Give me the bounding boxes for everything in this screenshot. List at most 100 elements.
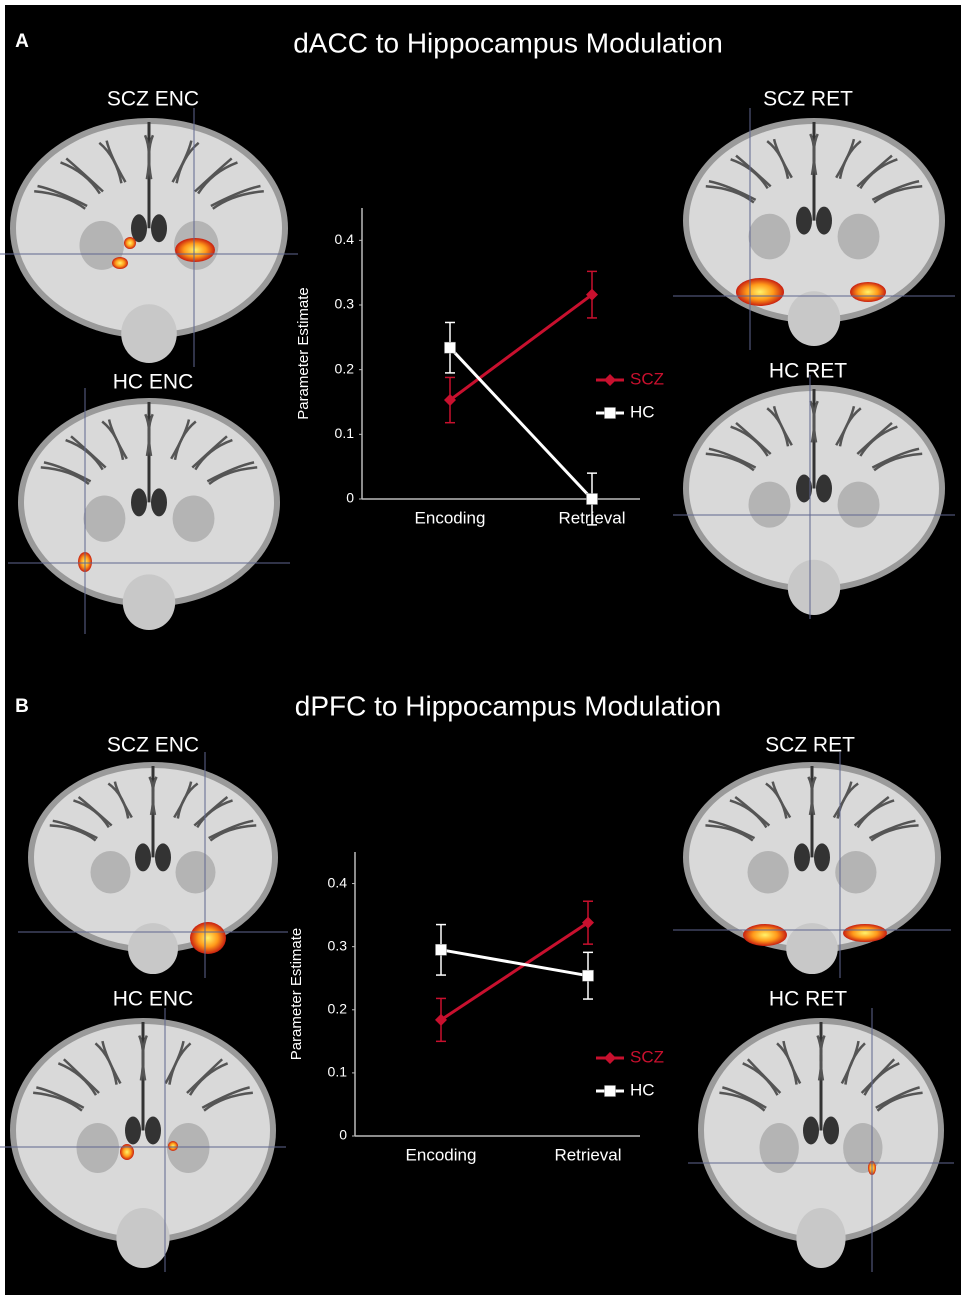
activation (190, 922, 226, 954)
sulcus (863, 1062, 900, 1096)
y-tick-label: 0.3 (335, 296, 355, 312)
sulcus (742, 1062, 779, 1096)
ventricle (794, 843, 810, 872)
sulcus (188, 1062, 229, 1096)
ventricle (816, 206, 832, 235)
image-label: HC RET (769, 360, 847, 383)
sulcus (168, 1042, 192, 1085)
ventricle (823, 1116, 839, 1145)
activation (124, 237, 136, 249)
sulcus (49, 824, 97, 842)
activation (175, 238, 215, 262)
sulcus (816, 1035, 823, 1081)
sulcus (844, 1042, 866, 1085)
sulcus (766, 140, 790, 179)
sulcus (705, 184, 755, 204)
sulcus (730, 158, 769, 190)
sulcus (873, 452, 923, 472)
deep-gray (90, 851, 131, 894)
sulcus (176, 782, 199, 819)
ventricle (131, 488, 147, 517)
sulcus (705, 824, 754, 842)
deep-gray (166, 1123, 210, 1173)
sulcus (210, 184, 261, 208)
sulcus (209, 824, 257, 842)
deep-gray (837, 481, 880, 528)
panel-label: A (15, 31, 29, 52)
ventricle (796, 474, 812, 503)
sulcus (60, 161, 101, 195)
legend-label: SCZ (630, 369, 664, 388)
y-tick-label: 0 (339, 1127, 347, 1143)
x-tick-label: Encoding (406, 1145, 477, 1164)
sulcus (34, 190, 86, 210)
y-tick-label: 0.1 (328, 1064, 348, 1080)
sulcus (40, 466, 90, 485)
sulcus (62, 1058, 100, 1094)
sulcus (148, 776, 155, 816)
y-tick-label: 0.3 (328, 937, 348, 953)
sulcus (719, 1091, 766, 1112)
sulcus (876, 1091, 923, 1112)
sulcus (708, 180, 757, 202)
y-tick-label: 0.1 (335, 425, 355, 441)
sulcus (708, 819, 756, 840)
series-line (440, 921, 589, 1022)
ventricle (803, 1116, 819, 1145)
activation (850, 282, 886, 302)
y-axis-label: Parameter Estimate (288, 928, 305, 1061)
marker (444, 341, 456, 354)
activation (112, 257, 128, 269)
sulcus (107, 782, 130, 819)
y-tick-label: 0.4 (328, 874, 348, 890)
deep-gray (835, 851, 877, 894)
sulcus (197, 161, 238, 195)
marker (582, 969, 594, 982)
sulcus (212, 190, 264, 210)
deep-gray (837, 213, 880, 260)
ventricle (814, 843, 830, 872)
sulcus (43, 461, 92, 483)
ventricle (816, 474, 832, 503)
sulcus (729, 799, 768, 829)
sulcus (173, 420, 197, 461)
sulcus (194, 157, 233, 193)
x-tick-label: Retrieval (554, 1145, 621, 1164)
brain-stem (121, 304, 177, 363)
deep-gray (76, 1123, 120, 1173)
y-tick-label: 0 (346, 490, 354, 506)
ventricle (151, 214, 167, 243)
marker (444, 394, 456, 407)
brain-image (0, 108, 298, 367)
brain-stem (786, 923, 838, 974)
panel-label: B (15, 696, 29, 717)
sulcus (809, 133, 816, 176)
brain-image (8, 388, 290, 634)
activation (168, 1141, 178, 1151)
sulcus (52, 819, 98, 840)
sulcus (708, 447, 757, 469)
sulcus (206, 461, 255, 483)
ventricle (131, 214, 147, 243)
ventricle (125, 1116, 141, 1145)
marker (586, 288, 598, 301)
brain-stem (796, 1208, 846, 1268)
brain-stem (787, 559, 841, 616)
image-label: HC ENC (113, 988, 194, 1011)
brain-stem (122, 574, 176, 630)
deep-gray (79, 220, 124, 270)
activation (120, 1144, 134, 1160)
legend-label: HC (630, 402, 655, 421)
sulcus (809, 400, 816, 443)
legend-marker (604, 407, 616, 419)
sulcus (36, 1086, 85, 1109)
sulcus (73, 799, 110, 829)
brain-image (673, 375, 955, 619)
chart-title: dPFC to Hippocampus Modulation (295, 690, 721, 721)
sulcus (838, 407, 862, 447)
ventricle (145, 1116, 161, 1145)
brain-stem (128, 923, 178, 974)
brain-image (673, 108, 955, 350)
ventricle (796, 206, 812, 235)
sulcus (722, 1086, 767, 1109)
